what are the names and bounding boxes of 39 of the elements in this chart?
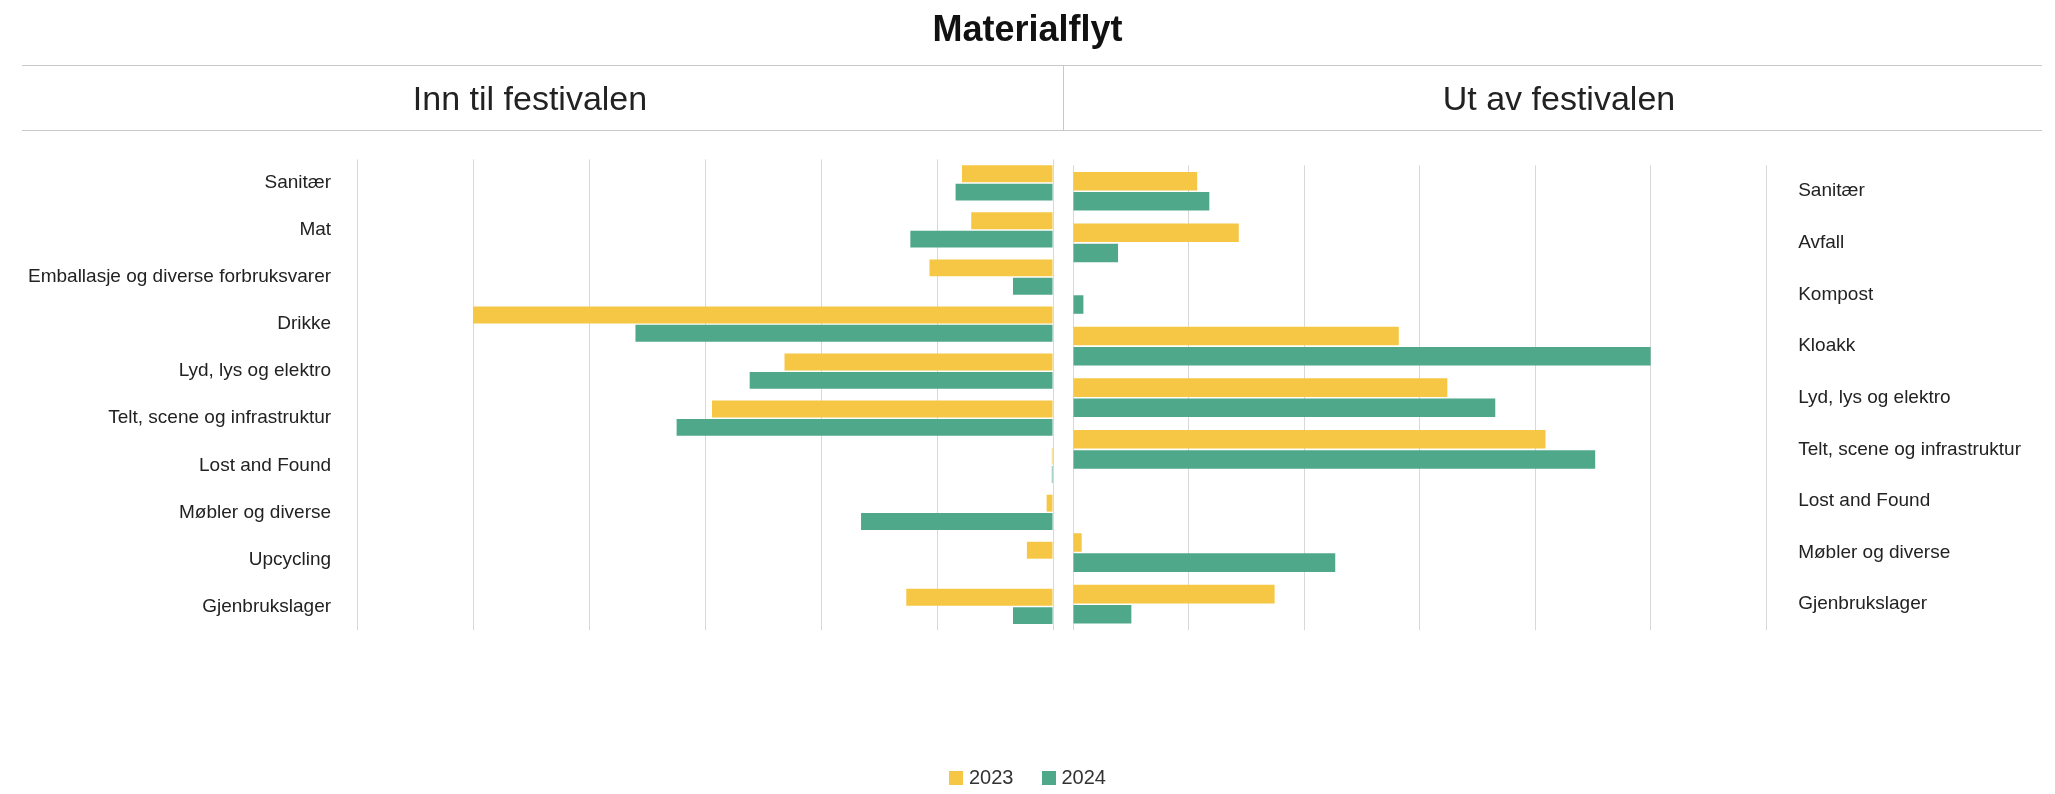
y-tick-label: Emballasje og diverse forbruksvarer [27,265,332,287]
bar [1073,450,1596,469]
bar [1073,295,1084,314]
y-tick-label: Kompost [1798,282,1874,304]
legend-label: 2023 [968,766,1014,789]
bar [1073,243,1119,263]
y-tick-label: Lyd, lys og elektro [178,359,332,381]
y-tick-label: Sanitær [1798,179,1866,201]
bar [1073,584,1275,604]
bar [1073,346,1651,366]
bar [1073,326,1399,346]
y-tick-label: Lyd, lys og elektro [1798,385,1951,407]
bar [1073,171,1198,191]
y-tick-label: Gjenbrukslager [202,594,332,616]
y-tick-label: Lost and Found [199,453,332,475]
bar [1073,604,1132,624]
bar [1073,430,1546,449]
y-tick-label: Upcycling [248,547,332,569]
y-tick-label: Avfall [1798,231,1845,253]
y-tick-label: Mat [299,218,332,240]
chart-subtitle: Ut av festivalen [1441,78,1677,119]
y-tick-label: Møbler og diverse [1798,540,1951,562]
y-tick-label: Telt, scene og infrastruktur [1798,437,2022,459]
chart-title: Materialflyt [931,8,1124,50]
bar [1073,378,1448,397]
bar [1073,192,1210,211]
y-tick-label: Drikke [277,312,332,334]
y-tick-label: Lost and Found [1798,489,1931,511]
bar [1073,223,1239,243]
y-tick-label: Gjenbrukslager [1798,592,1928,614]
y-tick-label: Telt, scene og infrastruktur [108,406,332,428]
y-tick-label: Sanitær [264,171,332,193]
y-tick-label: Kloakk [1798,334,1856,356]
bar [1073,398,1496,418]
legend-label: 2024 [1060,766,1106,789]
bar [1073,553,1336,572]
chart-subtitle: Inn til festivalen [411,78,649,119]
y-tick-label: Møbler og diverse [179,500,332,522]
bar [1073,533,1082,552]
